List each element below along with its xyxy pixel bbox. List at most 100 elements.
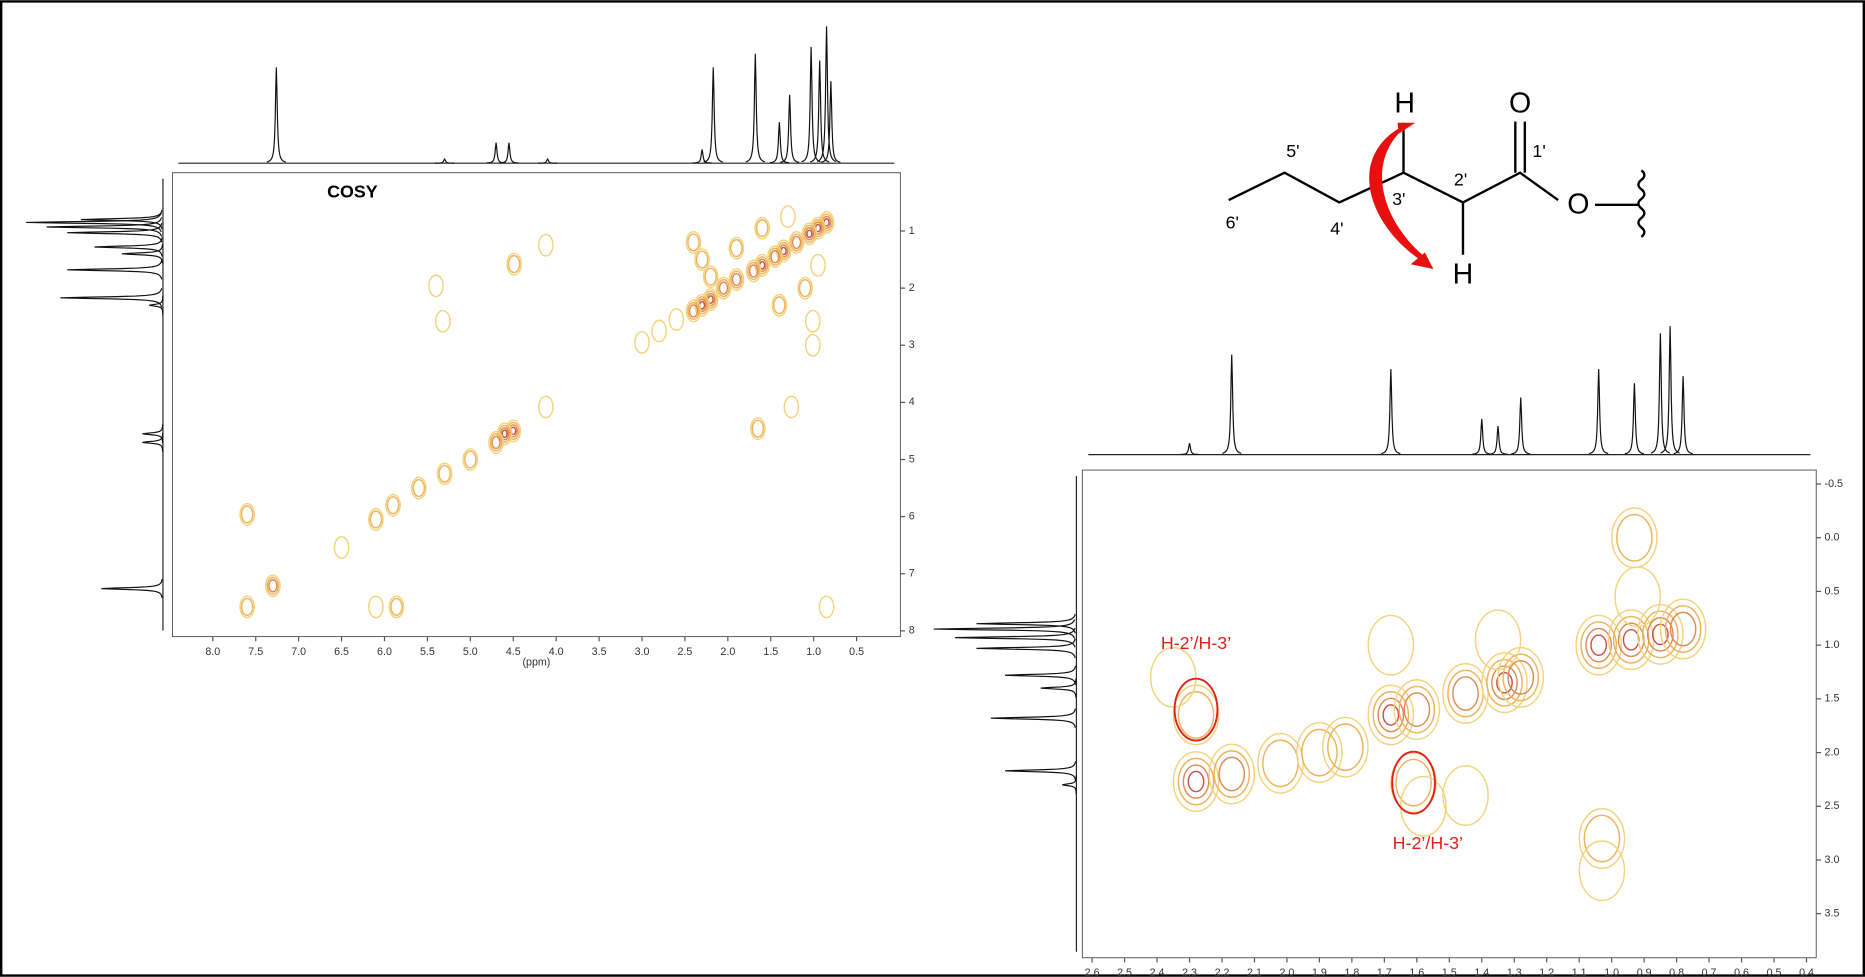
contour-ring [240,597,254,616]
atom-label: H [1394,87,1415,119]
contour-ring [438,464,451,483]
x-tick-label: 1.7 [1377,967,1392,977]
contour-ring [687,301,700,321]
spectrum-peak [801,46,821,163]
contour-ring [777,241,790,261]
contour-ring [390,597,403,616]
contour-ring [718,281,729,295]
contour-ring [538,395,554,419]
spectrum-peak [1179,443,1200,456]
contour-ring [1669,611,1697,647]
annotation-label: H-2’/H-3’ [1393,833,1463,853]
contour-ring [266,576,280,595]
spectrum-peak [1062,775,1077,795]
x-tick-label: 1.9 [1312,967,1327,977]
spectrum-peak [769,122,789,164]
contour-ring [386,496,400,515]
y-tick-label: 7 [909,568,915,580]
y-tick-label: 0.0 [1825,532,1840,544]
contour-ring [498,424,511,443]
x-tick-label: 0.7 [1702,967,1717,977]
contour-ring [538,233,554,257]
contour-ring [748,264,759,278]
structure [1228,121,1646,255]
x-tick-label: 2.5 [1117,967,1132,977]
x-tick-label: 1.4 [1474,967,1489,977]
contour-ring [754,216,771,240]
contour-ring [1616,513,1653,562]
contour-ring [1172,684,1220,746]
contour-ring [728,236,745,260]
spectrum-peak [1589,368,1609,455]
x-tick-label: 1.0 [806,646,821,658]
contour-ring [1172,751,1220,813]
contour-ring [801,222,818,246]
contour-ring [704,290,717,309]
spectrum-peak [1472,418,1492,455]
contour-ring [688,304,699,318]
contour-ring [717,279,730,298]
contour-ring [333,536,350,559]
spectrum-peak [703,67,723,163]
spectrum-peak [266,67,287,163]
contour-ring [1614,566,1661,628]
x-tick-label: 0.5 [849,646,864,658]
x-tick-label: 2.1 [1247,967,1262,977]
x-tick-label: 2.6 [1085,967,1100,977]
spectrum-peak [810,60,830,163]
contour-ring [704,267,717,286]
contour-ring [687,233,700,252]
spectrum-peak [538,157,558,164]
position-label: 2' [1454,170,1467,190]
y-tick-label: 1.0 [1825,639,1840,651]
y-tick-label: 2 [909,282,915,294]
spectrum-peak [976,613,1076,634]
spectrum-peak [142,424,164,444]
x-tick-label: 2.0 [1280,967,1295,977]
y-tick-label: 3.0 [1825,854,1840,866]
x-tick-label: 8.0 [205,646,220,658]
spectrum-peak [1222,354,1242,454]
contour-ring [1474,609,1522,671]
x-tick-label: 1.0 [1604,967,1619,977]
spectrum-peak [499,142,519,164]
contour-ring [1382,704,1400,726]
contour-ring [803,224,816,243]
contour-ring [462,448,479,471]
contour-ring [1583,814,1621,863]
contour-ring [1218,756,1246,792]
x-tick-label: 1.5 [763,646,778,658]
contour-ring [368,508,384,531]
contour-ring [1481,652,1528,714]
x-tick-label: 0.9 [1637,967,1652,977]
spectrum-peak [1488,426,1508,455]
contour-ring [820,213,833,232]
x-tick-label: 1.1 [1572,967,1587,977]
contour-ring [435,309,451,333]
annotation-label: H-2’/H-3’ [1161,633,1231,653]
contour-ring [715,276,732,300]
y-tick-label: 2.0 [1825,746,1840,758]
contour-ring [265,574,281,598]
spectrum-peak [67,260,163,280]
correlation-arrow [1369,122,1434,268]
contour-ring [1502,653,1540,702]
spectrum-peak [60,288,163,308]
contour-ring [804,333,821,357]
contours [239,205,835,619]
contour-ring [751,419,765,438]
contour-ring [1452,676,1479,711]
contour-ring [1622,628,1640,651]
spectrum-peak [745,53,766,163]
contour-ring [783,395,800,419]
contour-ring [1637,603,1684,665]
contour-ring [634,330,650,354]
contour-ring [768,247,782,266]
contour-ring [501,429,508,439]
spectrum-peak [1005,665,1077,685]
x-tick-label: 0.5 [1767,967,1782,977]
x-tick-label: 7.0 [291,646,306,658]
contour-ring [780,205,796,229]
